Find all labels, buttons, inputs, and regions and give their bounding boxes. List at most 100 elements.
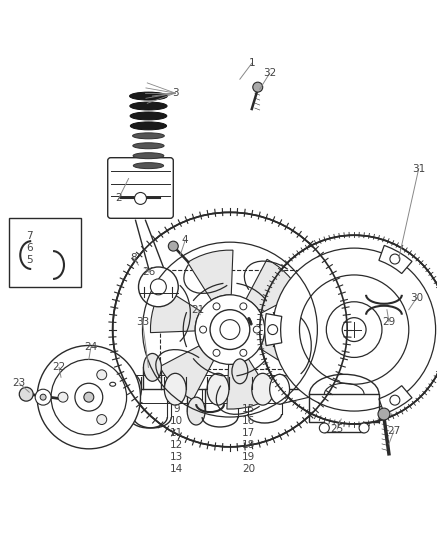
Text: 13: 13 [170, 452, 183, 462]
Text: 4: 4 [182, 235, 188, 245]
Circle shape [253, 326, 260, 333]
Circle shape [250, 323, 252, 325]
Text: 24: 24 [84, 343, 97, 352]
Ellipse shape [130, 92, 167, 100]
Circle shape [273, 248, 436, 411]
Circle shape [359, 423, 369, 433]
Text: 9: 9 [173, 404, 180, 414]
Circle shape [84, 392, 94, 402]
Circle shape [260, 235, 438, 424]
Ellipse shape [164, 373, 186, 405]
Circle shape [342, 318, 366, 342]
Circle shape [390, 395, 400, 405]
Text: 14: 14 [170, 464, 183, 474]
Text: 2: 2 [115, 193, 122, 204]
Circle shape [378, 408, 390, 420]
Circle shape [37, 345, 141, 449]
Text: 11: 11 [170, 428, 183, 438]
Text: 33: 33 [136, 317, 149, 327]
Text: 32: 32 [263, 68, 276, 78]
Ellipse shape [130, 102, 167, 110]
Circle shape [249, 321, 252, 324]
Text: 22: 22 [53, 362, 66, 373]
Circle shape [200, 326, 207, 333]
Circle shape [113, 212, 347, 447]
Text: 3: 3 [172, 88, 179, 98]
Text: 1: 1 [248, 58, 255, 68]
Ellipse shape [207, 373, 229, 405]
FancyBboxPatch shape [108, 158, 173, 219]
Ellipse shape [133, 153, 164, 159]
Ellipse shape [133, 143, 164, 149]
Text: 5: 5 [26, 255, 32, 265]
Polygon shape [379, 386, 412, 414]
Circle shape [35, 389, 51, 405]
Circle shape [240, 349, 247, 356]
Text: 31: 31 [412, 164, 425, 174]
Text: 8: 8 [130, 253, 137, 263]
Circle shape [247, 318, 250, 320]
Text: 30: 30 [410, 293, 423, 303]
Text: 7: 7 [26, 231, 32, 241]
Text: 27: 27 [387, 426, 400, 436]
Circle shape [253, 82, 263, 92]
Circle shape [51, 359, 127, 435]
Circle shape [195, 295, 265, 365]
Circle shape [19, 387, 33, 401]
Ellipse shape [144, 353, 161, 381]
FancyBboxPatch shape [9, 219, 81, 287]
Circle shape [268, 325, 278, 335]
Ellipse shape [120, 373, 141, 405]
Polygon shape [151, 287, 201, 333]
Ellipse shape [232, 359, 248, 384]
Ellipse shape [270, 374, 290, 404]
Polygon shape [265, 313, 282, 345]
Circle shape [58, 392, 68, 402]
Text: 20: 20 [242, 464, 255, 474]
Ellipse shape [133, 163, 164, 168]
Polygon shape [246, 259, 300, 313]
Polygon shape [259, 327, 309, 372]
Text: 29: 29 [382, 317, 396, 327]
Text: 16: 16 [242, 416, 255, 426]
Circle shape [213, 349, 220, 356]
Polygon shape [379, 245, 412, 273]
Text: 21: 21 [191, 305, 205, 314]
Text: 17: 17 [242, 428, 255, 438]
Circle shape [326, 302, 382, 358]
Circle shape [150, 279, 166, 295]
Ellipse shape [131, 122, 166, 130]
Circle shape [138, 267, 178, 307]
Circle shape [97, 415, 107, 424]
Circle shape [213, 303, 220, 310]
Circle shape [300, 275, 409, 384]
Text: 18: 18 [242, 440, 255, 450]
Text: 26: 26 [142, 267, 155, 277]
Circle shape [249, 320, 251, 322]
Ellipse shape [133, 133, 164, 139]
Circle shape [75, 383, 103, 411]
Ellipse shape [110, 382, 116, 386]
Text: 15: 15 [242, 404, 255, 414]
Circle shape [248, 319, 251, 321]
Polygon shape [187, 250, 233, 300]
Circle shape [168, 241, 178, 251]
Circle shape [240, 303, 247, 310]
Circle shape [210, 310, 250, 350]
Ellipse shape [130, 112, 167, 120]
Ellipse shape [124, 379, 137, 399]
Ellipse shape [187, 397, 205, 425]
Ellipse shape [252, 373, 274, 405]
Text: 10: 10 [170, 416, 183, 426]
Circle shape [97, 370, 107, 379]
Circle shape [319, 423, 329, 433]
Circle shape [40, 394, 46, 400]
Text: 25: 25 [331, 424, 344, 434]
Polygon shape [135, 220, 166, 275]
Polygon shape [227, 359, 272, 409]
Circle shape [390, 254, 400, 264]
Text: 6: 6 [26, 243, 32, 253]
Text: 12: 12 [170, 440, 183, 450]
Text: 23: 23 [13, 378, 26, 388]
Polygon shape [159, 346, 214, 400]
